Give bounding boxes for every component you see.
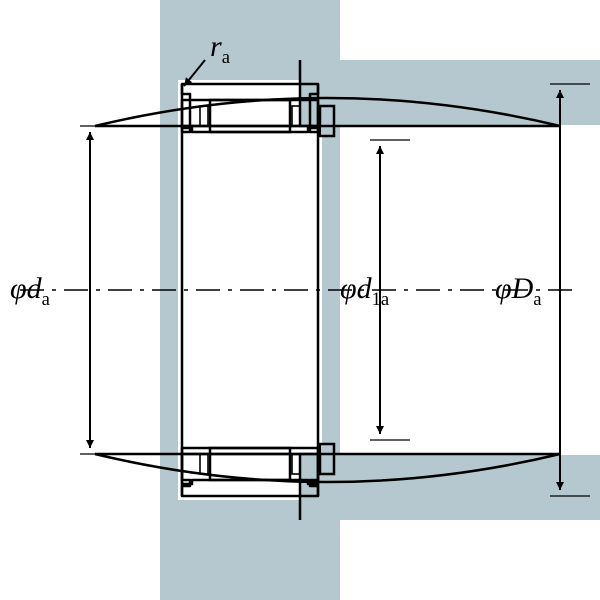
- label-D-a: φDa: [495, 272, 542, 311]
- label-d-a: φda: [10, 272, 50, 311]
- label-r-a: ra: [210, 30, 230, 69]
- label-d-1a: φd1a: [340, 272, 389, 311]
